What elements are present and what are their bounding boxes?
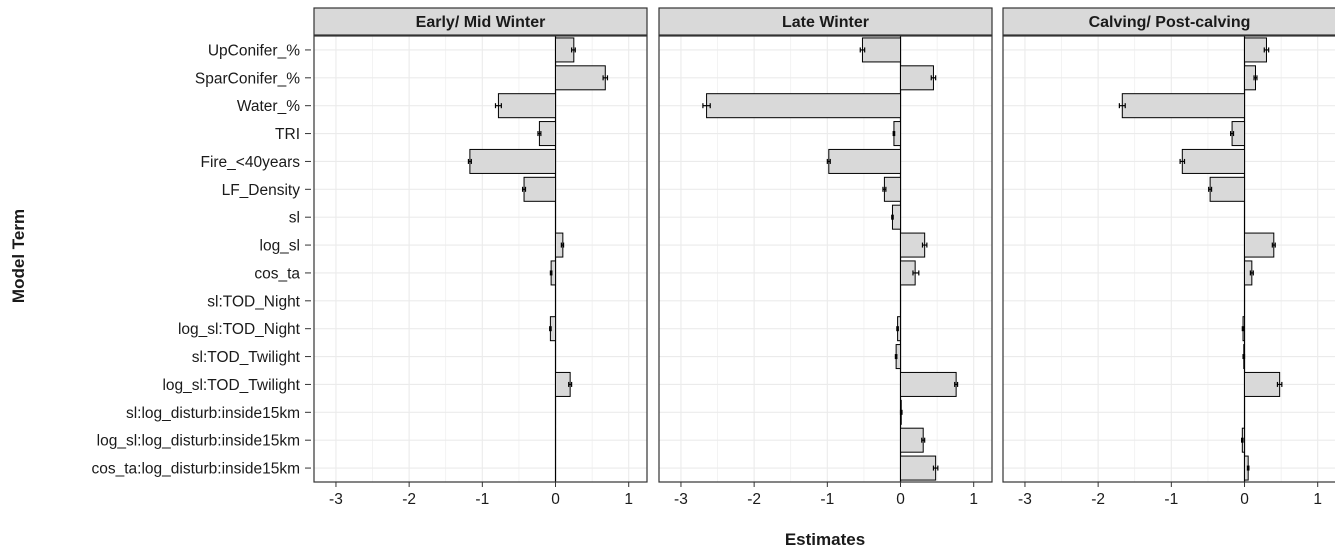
x-tick-label: -2 <box>1091 491 1105 508</box>
x-tick-label: 1 <box>969 491 978 508</box>
bar <box>900 427 924 453</box>
x-tick-label: 0 <box>1240 491 1249 508</box>
x-tick-label: 1 <box>624 491 633 508</box>
term-label: cos_ta <box>254 265 300 282</box>
bar <box>555 65 606 91</box>
term-label: log_sl:log_disturb:inside15km <box>97 433 300 450</box>
bar <box>1244 37 1267 63</box>
bar <box>1244 232 1275 258</box>
term-label: sl:TOD_Twilight <box>192 349 301 366</box>
bar <box>1181 148 1246 174</box>
bar <box>523 176 557 202</box>
bar <box>469 148 557 174</box>
bar <box>883 176 902 202</box>
term-label: TRI <box>275 126 300 143</box>
panel-background <box>314 36 647 482</box>
term-label: Water_% <box>237 98 300 115</box>
bar <box>1121 93 1246 119</box>
panel-strip <box>1002 7 1335 36</box>
x-tick-label: -3 <box>1018 491 1032 508</box>
chart-panels: Early/ Mid Winter -3 -2 -1 0 1 Late Winter -3 -2… <box>313 7 1335 508</box>
panel-title: Early/ Mid Winter <box>416 14 546 31</box>
y-axis-title: Model Term <box>9 209 28 303</box>
bar <box>900 65 934 91</box>
panel-title: Calving/ Post-calving <box>1089 14 1251 31</box>
term-label: UpConifer_% <box>208 42 300 59</box>
term-label: sl:log_disturb:inside15km <box>126 405 300 422</box>
model-term-labels: UpConifer_% SparConifer_% Water_% TRI Fire_<… <box>91 42 311 478</box>
bar <box>900 232 926 258</box>
x-tick-label: -1 <box>820 491 834 508</box>
x-tick-label: 1 <box>1313 491 1322 508</box>
x-tick-label: 0 <box>551 491 560 508</box>
term-label: Fire_<40years <box>200 154 300 171</box>
bar <box>1244 371 1281 397</box>
panel-border <box>1002 35 1335 483</box>
panel-strip <box>313 7 648 36</box>
bar <box>706 93 902 119</box>
panel-border <box>658 35 993 483</box>
bar <box>1209 176 1246 202</box>
bar <box>828 148 902 174</box>
panel: Late Winter -3 -2 -1 0 1 <box>658 7 993 508</box>
bar <box>538 121 557 147</box>
term-label: LF_Density <box>222 182 301 199</box>
x-tick-label: -3 <box>674 491 688 508</box>
term-label: sl:TOD_Night <box>207 293 300 310</box>
x-tick-label: -2 <box>402 491 416 508</box>
x-tick-label: 0 <box>896 491 905 508</box>
term-label: sl <box>289 210 300 227</box>
bar <box>497 93 557 119</box>
panel: Calving/ Post-calving -3 -2 -1 0 1 <box>1002 7 1335 508</box>
panel-title: Late Winter <box>782 14 869 31</box>
panel-strip <box>658 7 993 36</box>
term-label: cos_ta:log_disturb:inside15km <box>91 461 300 478</box>
panel-border <box>313 35 648 483</box>
term-label: log_sl:TOD_Night <box>178 321 301 338</box>
x-tick-label: -1 <box>1164 491 1178 508</box>
bar <box>900 455 937 481</box>
x-tick-label: -1 <box>475 491 489 508</box>
term-label: log_sl <box>260 238 301 255</box>
panel: Early/ Mid Winter -3 -2 -1 0 1 <box>313 7 648 508</box>
bar <box>861 37 902 63</box>
x-axis-title: Estimates <box>785 530 865 549</box>
term-label: log_sl:TOD_Twilight <box>162 377 300 394</box>
bar <box>555 371 571 397</box>
x-tick-label: -2 <box>747 491 761 508</box>
bar <box>900 371 957 397</box>
x-tick-label: -3 <box>329 491 343 508</box>
term-label: SparConifer_% <box>195 70 300 87</box>
